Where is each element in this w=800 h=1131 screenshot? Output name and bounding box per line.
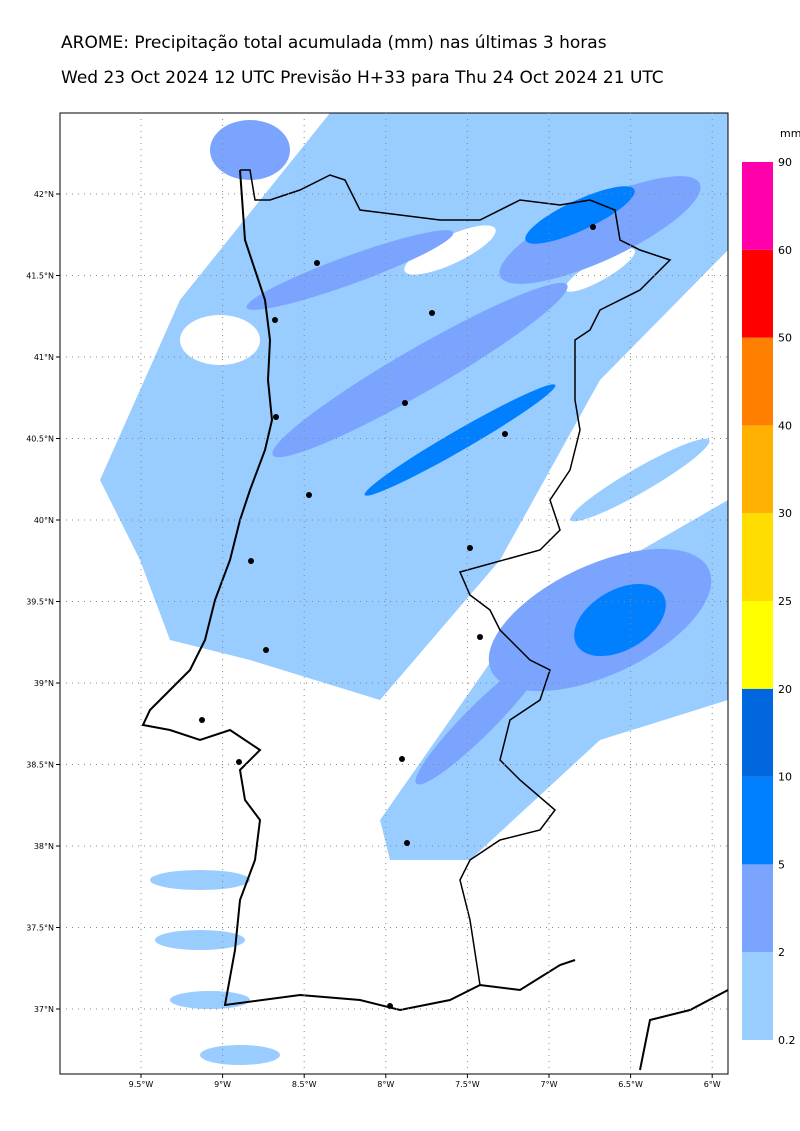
colorbar-label: 25: [778, 595, 792, 608]
colorbar-bin: [742, 776, 773, 865]
colorbar-label: 10: [778, 771, 792, 784]
colorbar-bin: [742, 688, 773, 777]
lat-tick-label: 38°N: [34, 842, 54, 851]
cities: [199, 224, 596, 1009]
lat-tick-label: 41°N: [34, 353, 54, 362]
lon-tick-label: 9°W: [214, 1080, 231, 1089]
map: [100, 113, 728, 1071]
colorbar-label: 90: [778, 156, 792, 169]
subtitle: Wed 23 Oct 2024 12 UTC Previsão H+33 par…: [61, 68, 664, 88]
colorbar-bin: [742, 864, 773, 953]
colorbar-unit: mm: [780, 127, 800, 140]
lon-tick-label: 8°W: [377, 1080, 394, 1089]
lat-tick-label: 39°N: [34, 679, 54, 688]
lon-tick-label: 9.5°W: [129, 1080, 154, 1089]
map-frame: [59, 112, 729, 1075]
colorbar-label: 2: [778, 946, 785, 959]
lat-tick-label: 37.5°N: [26, 924, 54, 933]
lon-tick-label: 6°W: [704, 1080, 721, 1089]
title: AROME: Precipitação total acumulada (mm)…: [61, 33, 607, 53]
colorbar-label: 50: [778, 332, 792, 345]
colorbar-label: 0.2: [778, 1034, 796, 1047]
colorbar-label: 30: [778, 507, 792, 520]
lon-tick-label: 6.5°W: [618, 1080, 643, 1089]
border: [240, 169, 672, 986]
colorbar-bin: [742, 952, 773, 1040]
lon-tick-label: 8.5°W: [292, 1080, 317, 1089]
lon-tick-label: 7°W: [541, 1080, 558, 1089]
colorbar-bin: [742, 513, 773, 601]
lat-tick-label: 39.5°N: [26, 598, 54, 607]
precip-gap: [180, 225, 635, 365]
colorbar-bin: [742, 249, 773, 338]
colorbar-label: 40: [778, 419, 792, 432]
colorbar-bin: [742, 337, 773, 426]
lat-tick-label: 42°N: [34, 190, 54, 199]
lat-tick-label: 38.5°N: [26, 761, 54, 770]
lat-tick-label: 40.5°N: [26, 435, 54, 444]
lon-tick-label: 7.5°W: [455, 1080, 480, 1089]
colorbar-bin: [742, 425, 773, 514]
colorbar-label: 5: [778, 858, 785, 871]
lat-tick-label: 37°N: [34, 1005, 54, 1014]
colorbar-bin: [742, 601, 773, 689]
colorbar-label: 60: [778, 244, 792, 257]
colorbar-label: 20: [778, 683, 792, 696]
lat-tick-label: 40°N: [34, 516, 54, 525]
lat-tick-label: 41.5°N: [26, 272, 54, 281]
coastline: [141, 169, 728, 1071]
colorbar-bin: [742, 162, 773, 250]
